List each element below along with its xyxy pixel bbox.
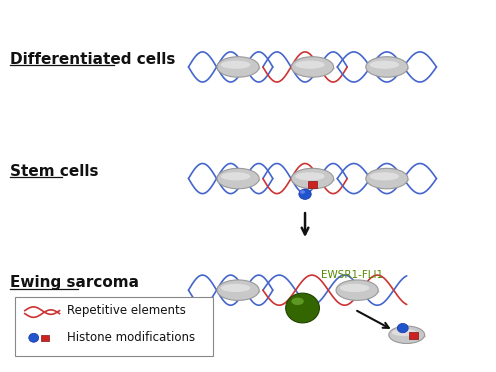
Ellipse shape <box>221 61 250 69</box>
Ellipse shape <box>299 189 311 199</box>
Ellipse shape <box>295 61 325 69</box>
Ellipse shape <box>217 57 259 77</box>
Ellipse shape <box>218 176 261 184</box>
Bar <box>409 332 418 339</box>
Ellipse shape <box>221 284 250 292</box>
Ellipse shape <box>367 176 409 184</box>
Text: Ewing sarcoma: Ewing sarcoma <box>10 275 139 290</box>
Ellipse shape <box>293 176 335 184</box>
Text: EWSR1-FLI1: EWSR1-FLI1 <box>321 270 383 280</box>
Ellipse shape <box>367 65 409 72</box>
Ellipse shape <box>291 298 304 305</box>
Ellipse shape <box>336 280 378 301</box>
Bar <box>41 335 49 341</box>
Ellipse shape <box>392 329 417 336</box>
Ellipse shape <box>293 65 335 72</box>
Ellipse shape <box>300 190 305 194</box>
Ellipse shape <box>218 65 261 72</box>
Ellipse shape <box>292 168 333 189</box>
Text: Differentiated cells: Differentiated cells <box>10 52 175 67</box>
Ellipse shape <box>337 288 380 295</box>
Text: Repetitive elements: Repetitive elements <box>67 304 186 317</box>
Text: Stem cells: Stem cells <box>10 164 98 179</box>
Ellipse shape <box>217 168 259 189</box>
Ellipse shape <box>390 333 426 339</box>
Ellipse shape <box>340 284 370 292</box>
Ellipse shape <box>286 293 319 323</box>
Bar <box>308 181 317 188</box>
Ellipse shape <box>366 57 408 77</box>
Ellipse shape <box>389 326 425 343</box>
Ellipse shape <box>29 333 39 342</box>
Ellipse shape <box>397 324 408 333</box>
Ellipse shape <box>370 61 399 69</box>
Ellipse shape <box>370 172 399 180</box>
Ellipse shape <box>221 172 250 180</box>
Ellipse shape <box>366 168 408 189</box>
Ellipse shape <box>292 57 333 77</box>
Text: Histone modifications: Histone modifications <box>67 331 195 344</box>
Ellipse shape <box>217 280 259 301</box>
Ellipse shape <box>295 172 325 180</box>
Bar <box>15 297 213 356</box>
Ellipse shape <box>218 288 261 295</box>
